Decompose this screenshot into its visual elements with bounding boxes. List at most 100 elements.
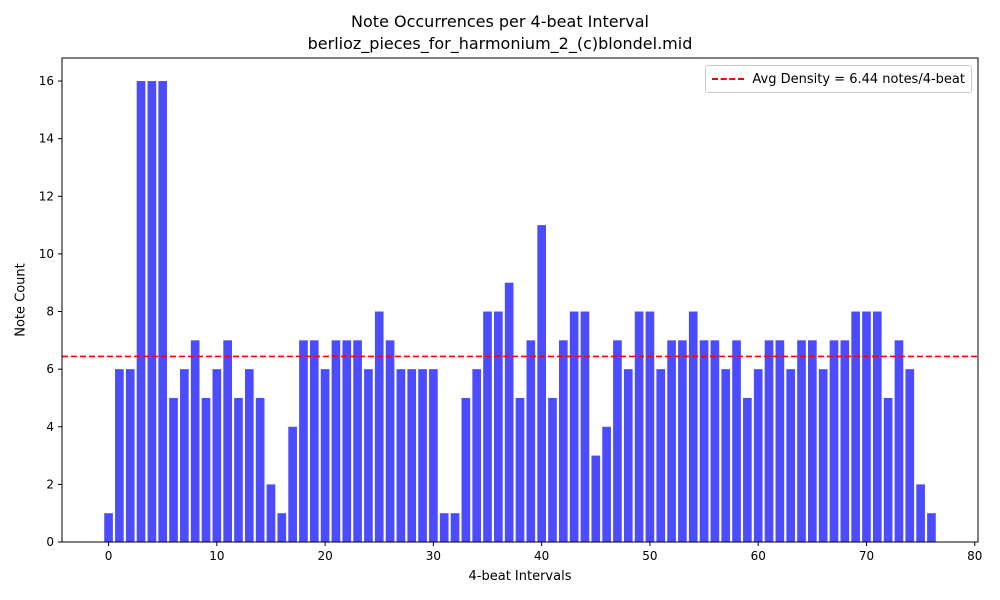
bar-42: [558, 340, 568, 542]
bar-56: [710, 340, 720, 542]
bar-27: [396, 369, 406, 542]
bar-25: [374, 311, 384, 542]
bar-29: [418, 369, 427, 542]
bar-8: [190, 340, 200, 542]
bar-55: [699, 340, 709, 542]
bar-70: [862, 311, 871, 542]
bar-65: [808, 340, 817, 542]
bar-28: [407, 369, 417, 542]
bar-5: [158, 81, 168, 543]
bar-32: [450, 513, 460, 542]
y-tick-label-0: 0: [46, 535, 54, 549]
bar-57: [721, 369, 731, 542]
bar-68: [840, 340, 850, 542]
x-tick-label-30: 30: [426, 549, 441, 563]
bar-75: [916, 484, 925, 542]
bar-13: [244, 369, 254, 542]
bar-76: [927, 513, 936, 542]
bar-21: [331, 340, 341, 542]
chart-title: Note Occurrences per 4-beat Interval: [351, 12, 649, 31]
x-tick-label-80: 80: [967, 549, 982, 563]
x-ticks-group: 0 10 20 30 40 50 60 70 80: [105, 542, 982, 563]
bar-49: [634, 311, 644, 542]
bar-9: [201, 397, 211, 542]
legend: Avg Density = 6.44 notes/4-beat: [705, 65, 972, 93]
bar-24: [364, 369, 373, 542]
bar-46: [602, 426, 611, 542]
bar-74: [905, 369, 915, 542]
bar-3: [136, 81, 146, 543]
bar-23: [353, 340, 362, 542]
y-tick-label-14: 14: [39, 132, 54, 146]
bars-group: [104, 81, 936, 543]
y-tick-label-6: 6: [46, 362, 54, 376]
bar-51: [656, 369, 666, 542]
bar-39: [526, 340, 536, 542]
bar-6: [169, 397, 178, 542]
bar-43: [569, 311, 579, 542]
x-axis-label: 4-beat Intervals: [468, 569, 572, 584]
bar-67: [829, 340, 839, 542]
bar-37: [504, 282, 514, 542]
bar-1: [115, 369, 124, 542]
x-tick-label-60: 60: [751, 549, 766, 563]
bar-50: [645, 311, 655, 542]
y-ticks-group: 0 2 4 6 8 10 12 14 16: [39, 74, 62, 549]
bar-69: [851, 311, 860, 542]
bar-64: [797, 340, 806, 542]
plot-frame: [61, 57, 979, 543]
bar-47: [613, 340, 622, 542]
bar-4: [147, 81, 157, 543]
bar-12: [234, 397, 243, 542]
y-tick-label-16: 16: [39, 74, 54, 88]
bar-61: [764, 340, 774, 542]
x-tick-label-20: 20: [317, 549, 332, 563]
legend-label: Avg Density = 6.44 notes/4-beat: [752, 71, 965, 87]
bar-30: [429, 369, 438, 542]
y-tick-label-2: 2: [46, 477, 54, 491]
bar-52: [667, 340, 676, 542]
x-tick-label-50: 50: [642, 549, 657, 563]
y-tick-label-10: 10: [39, 247, 54, 261]
bar-33: [461, 397, 471, 542]
y-tick-label-4: 4: [46, 420, 54, 434]
bar-20: [320, 369, 330, 542]
axes-group: [61, 57, 979, 543]
bar-15: [266, 484, 276, 542]
bar-18: [299, 340, 308, 542]
legend-dashed-line-swatch: [712, 78, 745, 80]
bar-71: [872, 311, 882, 542]
bar-40: [537, 225, 546, 542]
bar-59: [743, 397, 752, 542]
bar-34: [472, 369, 482, 542]
x-tick-label-10: 10: [209, 549, 224, 563]
bar-2: [125, 369, 135, 542]
bar-44: [580, 311, 590, 542]
bar-22: [342, 340, 352, 542]
bar-63: [786, 369, 796, 542]
bar-7: [180, 369, 189, 542]
bar-35: [483, 311, 492, 542]
x-tick-label-40: 40: [534, 549, 549, 563]
bar-58: [732, 340, 741, 542]
bar-66: [818, 369, 828, 542]
bar-10: [212, 369, 222, 542]
bar-72: [883, 397, 893, 542]
chart-subtitle: berlioz_pieces_for_harmonium_2_(c)blonde…: [307, 34, 693, 53]
x-tick-label-0: 0: [105, 549, 113, 563]
bar-11: [223, 340, 232, 542]
bar-0: [104, 513, 113, 542]
bar-19: [309, 340, 319, 542]
y-axis-label: Note Count: [13, 263, 29, 337]
bar-54: [688, 311, 698, 542]
bar-14: [255, 397, 265, 542]
bar-16: [277, 513, 287, 542]
bar-73: [894, 340, 904, 542]
bar-62: [775, 340, 785, 542]
bar-45: [591, 455, 601, 542]
bar-31: [439, 513, 449, 542]
y-tick-label-8: 8: [46, 305, 54, 319]
bar-38: [515, 397, 525, 542]
bar-53: [678, 340, 687, 542]
